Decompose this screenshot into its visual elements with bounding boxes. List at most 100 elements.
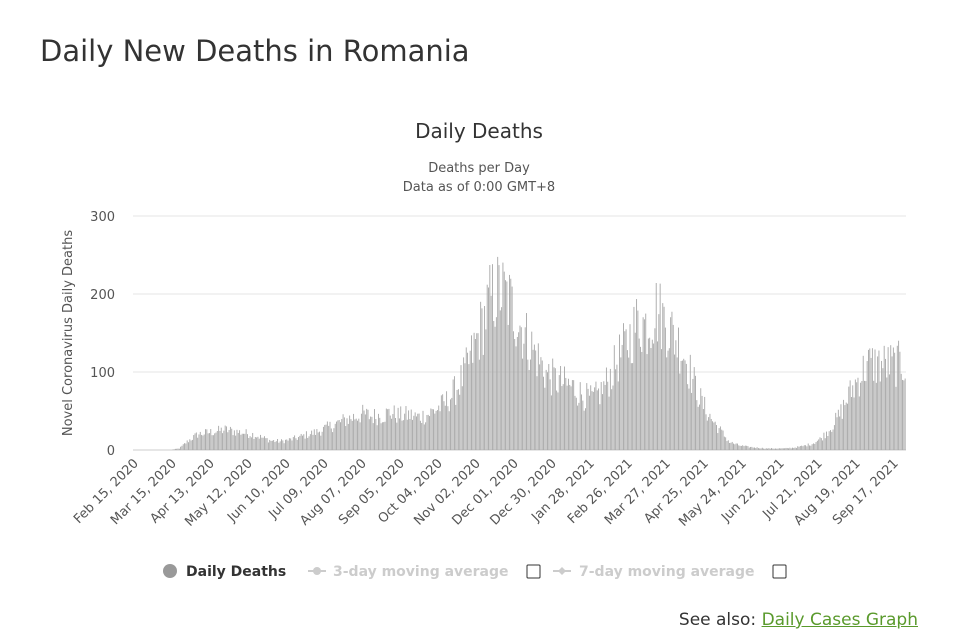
- bar: [548, 364, 550, 450]
- bar: [460, 365, 462, 450]
- bar: [858, 396, 860, 450]
- bar: [421, 422, 423, 450]
- bar: [658, 314, 660, 450]
- bar: [490, 295, 492, 450]
- bar: [337, 420, 339, 450]
- bar: [841, 418, 843, 450]
- see-also-label: See also:: [678, 610, 757, 630]
- bar: [417, 413, 419, 450]
- bar: [477, 333, 479, 450]
- bar: [366, 408, 368, 450]
- bar: [556, 390, 558, 450]
- bar: [189, 439, 191, 450]
- bar: [502, 262, 504, 450]
- bar: [299, 435, 301, 450]
- daily-cases-graph-link[interactable]: Daily Cases Graph: [761, 610, 918, 630]
- bar: [294, 435, 296, 450]
- chart-subtitle-line-1: Deaths per Day: [428, 161, 530, 176]
- bar: [850, 397, 852, 450]
- bar: [773, 448, 775, 450]
- bar: [647, 338, 649, 450]
- bar: [177, 448, 179, 450]
- bar: [232, 435, 234, 450]
- bar: [590, 385, 592, 450]
- bar: [494, 326, 496, 450]
- bar: [854, 379, 856, 450]
- bar: [269, 439, 271, 450]
- bar: [194, 433, 196, 450]
- bar: [410, 409, 412, 450]
- bar: [425, 422, 427, 450]
- bar: [186, 440, 188, 450]
- bar: [885, 358, 886, 450]
- bar: [650, 348, 652, 450]
- bar: [233, 430, 235, 450]
- bar: [689, 354, 691, 450]
- bar: [409, 418, 411, 450]
- bar: [241, 433, 243, 450]
- bar: [729, 442, 731, 450]
- bar: [709, 413, 711, 450]
- bar: [672, 324, 674, 450]
- bar: [680, 360, 682, 450]
- x-tick-label: Aug 19, 2021: [791, 456, 863, 528]
- bar: [451, 397, 453, 450]
- bar: [484, 306, 486, 450]
- bar: [467, 352, 469, 450]
- bar: [797, 446, 799, 450]
- bar: [619, 334, 620, 450]
- bar: [853, 397, 855, 450]
- bar: [883, 345, 885, 450]
- bar: [474, 338, 476, 450]
- bar: [201, 434, 203, 450]
- bar: [659, 283, 661, 450]
- bar: [226, 426, 227, 450]
- bar: [881, 360, 883, 450]
- legend-label-daily-deaths: Daily Deaths: [186, 564, 286, 580]
- bar: [381, 422, 383, 450]
- bar: [405, 406, 407, 450]
- bar: [667, 350, 669, 450]
- checkbox-7-day[interactable]: [772, 564, 787, 579]
- bar: [360, 413, 362, 450]
- bar: [784, 448, 786, 450]
- bar: [333, 428, 335, 450]
- bar: [540, 357, 542, 450]
- bars: [172, 256, 906, 450]
- bar: [378, 413, 379, 450]
- bar: [347, 423, 349, 450]
- bar: [298, 437, 299, 450]
- bar: [824, 438, 826, 450]
- bar: [723, 436, 725, 450]
- bar: [697, 406, 699, 450]
- bar: [511, 286, 513, 450]
- bar: [279, 441, 281, 450]
- bar: [367, 409, 369, 450]
- bar: [426, 415, 428, 450]
- checkbox-3-day[interactable]: [526, 564, 541, 579]
- bar: [304, 438, 306, 450]
- bar: [710, 418, 712, 450]
- bar: [350, 419, 352, 450]
- bar: [668, 348, 670, 450]
- bar: [836, 417, 838, 450]
- bar: [198, 434, 200, 450]
- bar: [215, 432, 217, 450]
- bar: [379, 417, 381, 450]
- bar: [413, 415, 415, 450]
- x-tick-label: May 12, 2020: [182, 456, 255, 529]
- bar: [363, 410, 365, 450]
- bar: [300, 433, 302, 450]
- bar: [678, 327, 679, 450]
- y-tick-label: 100: [90, 366, 115, 381]
- bar: [812, 443, 814, 450]
- bar: [211, 435, 213, 450]
- bar: [681, 360, 683, 450]
- bar: [355, 418, 357, 450]
- bar: [609, 368, 611, 450]
- bar: [651, 339, 653, 450]
- bar: [281, 439, 282, 450]
- bar: [780, 448, 782, 450]
- bar: [375, 419, 377, 450]
- bar: [801, 445, 803, 450]
